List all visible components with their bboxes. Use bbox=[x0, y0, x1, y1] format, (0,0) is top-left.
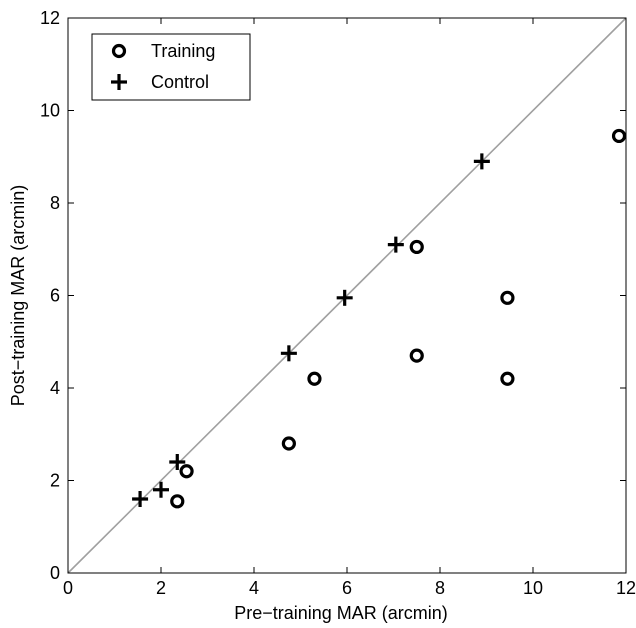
training-legend-marker bbox=[111, 43, 127, 59]
training-point bbox=[409, 239, 424, 255]
y-tick-label: 6 bbox=[50, 286, 60, 306]
training-legend-label: Training bbox=[151, 41, 215, 61]
y-tick-label: 10 bbox=[40, 101, 60, 121]
x-tick-label: 10 bbox=[523, 578, 543, 598]
control-point bbox=[473, 153, 490, 170]
training-point bbox=[281, 436, 296, 451]
control-legend-marker bbox=[111, 74, 127, 90]
y-tick-label: 2 bbox=[50, 471, 60, 491]
identity-line bbox=[67, 17, 627, 574]
x-tick-label: 0 bbox=[63, 578, 73, 598]
control-point bbox=[169, 454, 186, 470]
training-point bbox=[307, 371, 322, 386]
training-point bbox=[170, 494, 185, 509]
control-point bbox=[387, 236, 404, 253]
x-tick-label: 12 bbox=[616, 578, 636, 598]
control-point bbox=[280, 345, 297, 362]
training-point bbox=[500, 371, 515, 386]
y-tick-label: 8 bbox=[50, 193, 60, 213]
x-tick-label: 8 bbox=[435, 578, 445, 598]
y-tick-label: 12 bbox=[40, 8, 60, 28]
x-tick-label: 6 bbox=[342, 578, 352, 598]
x-axis-label: Pre−training MAR (arcmin) bbox=[234, 603, 448, 623]
control-point bbox=[132, 491, 149, 507]
control-point bbox=[336, 289, 353, 306]
training-point bbox=[409, 348, 424, 363]
training-point bbox=[611, 128, 627, 144]
x-tick-label: 2 bbox=[156, 578, 166, 598]
y-tick-label: 4 bbox=[50, 378, 60, 398]
training-point bbox=[179, 464, 194, 479]
training-point bbox=[500, 290, 515, 305]
x-tick-label: 4 bbox=[249, 578, 259, 598]
y-tick-label: 0 bbox=[50, 563, 60, 583]
control-point bbox=[153, 481, 169, 498]
y-axis-label: Post−training MAR (arcmin) bbox=[8, 185, 28, 407]
control-legend-label: Control bbox=[151, 72, 209, 92]
